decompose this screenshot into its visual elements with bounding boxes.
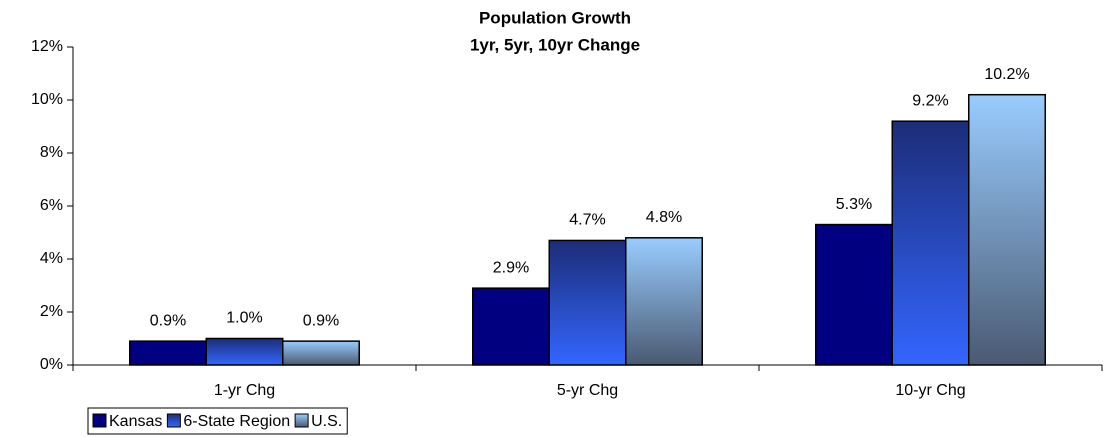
legend-label: 6-State Region [183, 413, 290, 430]
value-label: 4.8% [646, 209, 682, 226]
bar [205, 337, 284, 366]
bar [815, 223, 893, 366]
legend-label: Kansas [109, 413, 162, 430]
value-label: 9.2% [912, 92, 948, 109]
bar [472, 287, 550, 366]
value-label: 5.3% [836, 196, 872, 213]
value-label: 0.9% [303, 312, 339, 329]
chart-title: Population Growth [479, 8, 631, 27]
y-tick-label: 12% [31, 38, 63, 55]
x-tick-label: 5-yr Chg [557, 382, 618, 399]
value-label: 0.9% [150, 312, 186, 329]
bar [282, 340, 360, 366]
bar [968, 93, 1046, 366]
y-tick-label: 2% [40, 303, 63, 320]
legend-swatch [294, 413, 309, 428]
y-tick-label: 0% [40, 356, 63, 373]
value-label: 10.2% [984, 66, 1029, 83]
legend-swatch [92, 413, 107, 428]
value-label: 1.0% [226, 310, 262, 327]
y-tick-label: 10% [31, 91, 63, 108]
bar [548, 239, 627, 366]
legend-swatch [166, 413, 181, 428]
value-label: 4.7% [569, 212, 605, 229]
y-tick-label: 6% [40, 197, 63, 214]
y-tick-label: 4% [40, 250, 63, 267]
bar [129, 340, 207, 366]
value-label: 2.9% [493, 259, 529, 276]
x-tick-label: 1-yr Chg [214, 382, 275, 399]
chart-subtitle: 1yr, 5yr, 10yr Change [470, 35, 640, 54]
y-tick-label: 8% [40, 144, 63, 161]
legend-label: U.S. [311, 413, 342, 430]
bar [891, 120, 970, 366]
bar [625, 237, 703, 366]
x-tick-label: 10-yr Chg [895, 382, 965, 399]
